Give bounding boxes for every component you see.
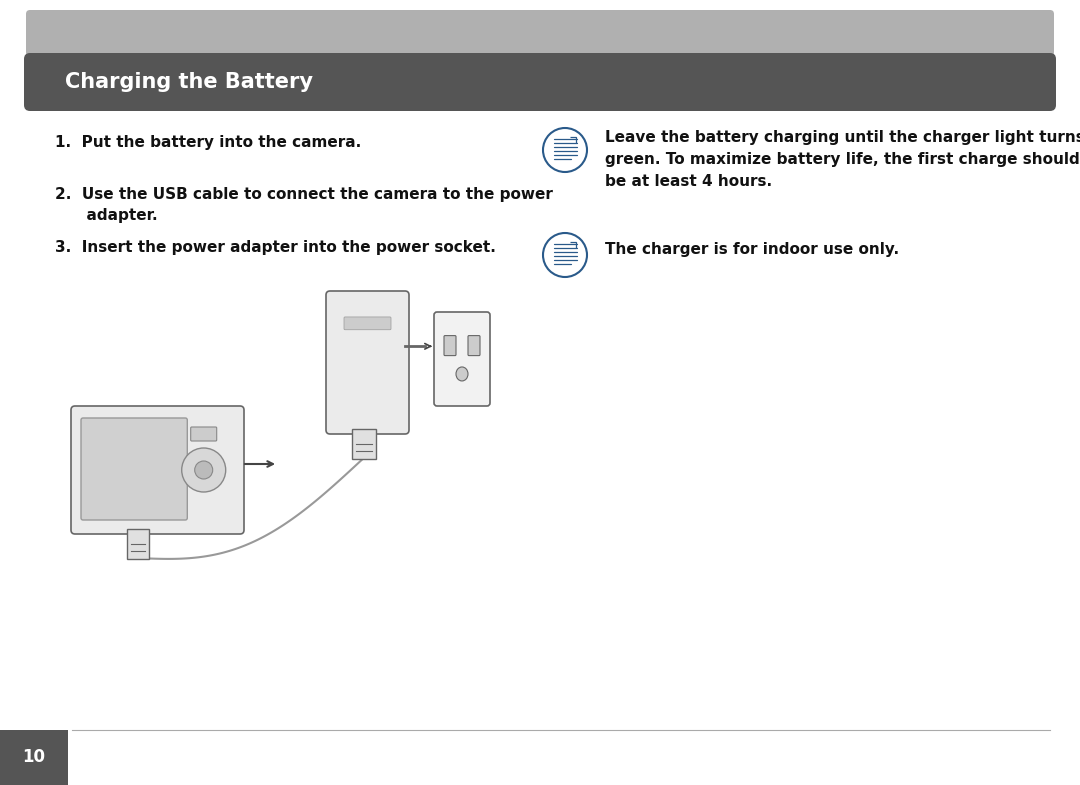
Circle shape xyxy=(181,448,226,492)
FancyBboxPatch shape xyxy=(0,730,68,785)
Text: Charging the Battery: Charging the Battery xyxy=(65,72,313,92)
FancyBboxPatch shape xyxy=(326,291,409,434)
Text: 1.  Put the battery into the camera.: 1. Put the battery into the camera. xyxy=(55,135,361,150)
FancyBboxPatch shape xyxy=(126,529,149,559)
FancyBboxPatch shape xyxy=(24,53,1056,111)
Text: Leave the battery charging until the charger light turns
green. To maximize batt: Leave the battery charging until the cha… xyxy=(605,130,1080,189)
Text: 2.  Use the USB cable to connect the camera to the power
      adapter.: 2. Use the USB cable to connect the came… xyxy=(55,187,553,223)
FancyBboxPatch shape xyxy=(434,312,490,406)
FancyBboxPatch shape xyxy=(352,429,376,459)
Circle shape xyxy=(543,233,588,277)
FancyBboxPatch shape xyxy=(191,427,217,441)
FancyBboxPatch shape xyxy=(71,406,244,534)
Text: 10: 10 xyxy=(23,749,45,766)
FancyBboxPatch shape xyxy=(81,418,187,520)
FancyBboxPatch shape xyxy=(444,336,456,356)
Text: The charger is for indoor use only.: The charger is for indoor use only. xyxy=(605,242,900,257)
FancyBboxPatch shape xyxy=(26,10,1054,56)
FancyBboxPatch shape xyxy=(468,336,480,356)
Circle shape xyxy=(194,461,213,479)
Text: 3.  Insert the power adapter into the power socket.: 3. Insert the power adapter into the pow… xyxy=(55,240,496,255)
Circle shape xyxy=(543,128,588,172)
Ellipse shape xyxy=(456,367,468,381)
FancyBboxPatch shape xyxy=(345,317,391,330)
